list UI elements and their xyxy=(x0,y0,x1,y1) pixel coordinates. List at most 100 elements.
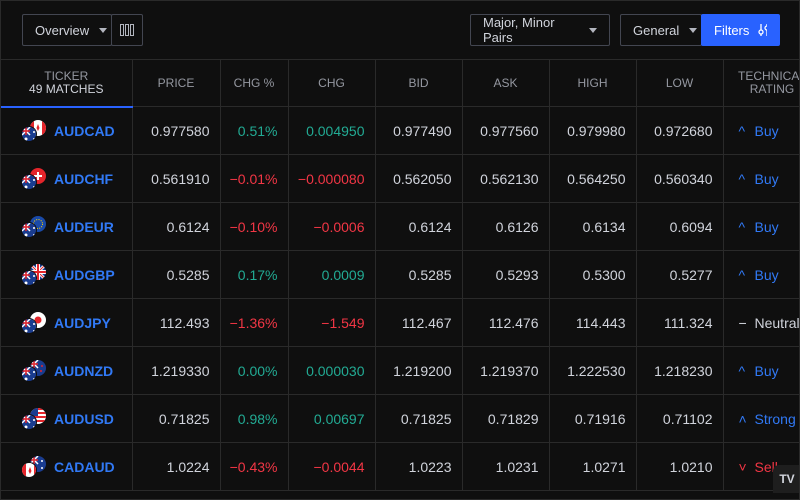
change-percent-cell: 0.17% xyxy=(220,250,289,299)
pairs-select[interactable]: Major, Minor Pairs xyxy=(470,14,610,46)
technical-rating-cell: ^ Buy xyxy=(723,106,799,155)
ticker-symbol-link[interactable]: AUDNZD xyxy=(54,362,114,379)
au-flag-icon xyxy=(21,413,37,430)
column-header-ask[interactable]: ASK xyxy=(462,59,550,107)
ticker-cell[interactable]: AUDCHF xyxy=(1,154,133,203)
screener-toolbar: Overview Major, Minor Pairs General Filt… xyxy=(1,1,799,59)
technical-rating-cell: − Neutral xyxy=(723,298,800,347)
table-row[interactable]: AUDJPY 112.493 −1.36% −1.549 112.467 112.476 1… xyxy=(1,298,800,347)
rating-arrow-icon: ^ xyxy=(738,362,746,379)
ticker-symbol-link[interactable]: CADAUD xyxy=(54,458,115,475)
rating-label: Buy xyxy=(754,362,779,379)
change-percent-cell: −0.01% xyxy=(220,154,289,203)
low-cell: 111.324 xyxy=(636,298,724,347)
technical-rating-cell: ^ Buy xyxy=(723,346,799,395)
ask-cell: 0.977560 xyxy=(462,106,550,155)
change-percent-cell: −1.36% xyxy=(220,298,289,347)
currency-flags-icon xyxy=(21,167,48,190)
bid-cell: 1.0223 xyxy=(375,442,463,491)
price-cell: 0.6124 xyxy=(132,202,221,251)
columns-icon xyxy=(120,24,134,36)
change-percent-cell: 0.98% xyxy=(220,394,289,443)
ticker-symbol-link[interactable]: AUDCAD xyxy=(54,122,115,139)
low-cell: 0.5277 xyxy=(636,250,724,299)
table-row[interactable]: AUDCHF 0.561910 −0.01% −0.000080 0.562050 0.5… xyxy=(1,154,799,203)
price-cell: 0.71825 xyxy=(132,394,221,443)
ticker-cell[interactable]: CADAUD xyxy=(1,442,133,491)
high-cell: 0.71916 xyxy=(549,394,637,443)
bid-cell: 112.467 xyxy=(375,298,463,347)
currency-flags-icon xyxy=(21,263,48,286)
ask-cell: 112.476 xyxy=(462,298,550,347)
change-percent-cell: 0.00% xyxy=(220,346,289,395)
ticker-cell[interactable]: AUDUSD xyxy=(1,394,133,443)
general-select-label: General xyxy=(633,22,680,38)
price-cell: 0.977580 xyxy=(132,106,221,155)
ticker-cell[interactable]: AUDEUR xyxy=(1,202,133,251)
rating-label: Buy xyxy=(754,170,779,187)
chevron-down-icon xyxy=(99,27,108,33)
price-cell: 0.561910 xyxy=(132,154,221,203)
low-cell: 0.6094 xyxy=(636,202,724,251)
bid-cell: 0.6124 xyxy=(375,202,463,251)
rating-label: Strong xyxy=(754,410,796,427)
au-flag-icon xyxy=(21,317,37,334)
ticker-cell[interactable]: AUDCAD xyxy=(1,106,133,155)
rating-arrow-icon: ˄ xyxy=(738,410,747,427)
technical-rating-cell: ^ Buy xyxy=(723,250,799,299)
bid-cell: 0.71825 xyxy=(375,394,463,443)
change-percent-cell: −0.43% xyxy=(220,442,289,491)
tradingview-logo-icon[interactable]: TV xyxy=(773,465,799,493)
ticker-symbol-link[interactable]: AUDGBP xyxy=(54,266,115,283)
column-header-chg[interactable]: CHG xyxy=(288,59,376,107)
filters-button[interactable]: Filters xyxy=(701,14,780,46)
rating-label: Sell xyxy=(754,458,778,475)
column-header-technical-rating[interactable]: TECHNICAL RATING xyxy=(723,59,800,107)
rating-arrow-icon: ^ xyxy=(738,170,746,187)
table-row[interactable]: AUDUSD 0.71825 0.98% 0.00697 0.71825 0.71829 0… xyxy=(1,394,799,443)
ticker-symbol-link[interactable]: AUDUSD xyxy=(54,410,114,427)
ask-cell: 1.0231 xyxy=(462,442,550,491)
ticker-symbol-link[interactable]: AUDCHF xyxy=(54,170,114,187)
column-header-chg-pct[interactable]: CHG % xyxy=(220,59,289,107)
table-row[interactable]: AUDNZD 1.219330 0.00% 0.000030 1.219200 1.219… xyxy=(1,346,799,395)
ask-cell: 0.6126 xyxy=(462,202,550,251)
ticker-cell[interactable]: AUDGBP xyxy=(1,250,133,299)
rating-header-line1: TECHNICAL xyxy=(737,69,800,83)
ask-cell: 0.5293 xyxy=(462,250,550,299)
table-row[interactable]: AUDCAD 0.977580 0.51% 0.004950 0.977490 0.977… xyxy=(1,106,799,155)
rating-header-line2: RATING xyxy=(749,82,795,96)
table-row[interactable]: CADAUD 1.0224 −0.43% −0.0044 1.0223 1.0231 1.0… xyxy=(1,442,799,491)
au-flag-icon xyxy=(21,221,37,238)
technical-rating-cell: ^ Buy xyxy=(723,202,799,251)
change-cell: −0.0006 xyxy=(288,202,376,251)
rating-arrow-icon: ^ xyxy=(738,266,746,283)
table-row[interactable]: AUDGBP 0.5285 0.17% 0.0009 0.5285 0.5293 0.530… xyxy=(1,250,799,299)
column-header-high[interactable]: HIGH xyxy=(549,59,637,107)
ticker-symbol-link[interactable]: AUDEUR xyxy=(54,218,114,235)
ticker-symbol-link[interactable]: AUDJPY xyxy=(54,314,111,331)
low-cell: 1.0210 xyxy=(636,442,724,491)
au-flag-icon xyxy=(21,125,37,142)
view-select[interactable]: Overview xyxy=(22,14,112,46)
ticker-cell[interactable]: AUDJPY xyxy=(1,298,133,347)
price-cell: 1.219330 xyxy=(132,346,221,395)
change-cell: −0.000080 xyxy=(288,154,376,203)
screener-table: TICKER 49 MATCHES PRICE CHG % CHG BID AS… xyxy=(1,59,800,491)
ticker-cell[interactable]: AUDNZD xyxy=(1,346,133,395)
change-cell: 0.000030 xyxy=(288,346,376,395)
change-cell: −1.549 xyxy=(288,298,376,347)
rating-label: Neutral xyxy=(754,314,800,331)
ask-cell: 0.71829 xyxy=(462,394,550,443)
match-count: 49 MATCHES xyxy=(29,81,104,96)
price-cell: 1.0224 xyxy=(132,442,221,491)
column-setup-button[interactable] xyxy=(111,14,143,46)
table-row[interactable]: AUDEUR 0.6124 −0.10% −0.0006 0.6124 0.6126 0.6… xyxy=(1,202,799,251)
column-header-low[interactable]: LOW xyxy=(636,59,724,107)
column-header-ticker[interactable]: TICKER 49 MATCHES xyxy=(1,59,133,108)
column-header-bid[interactable]: BID xyxy=(375,59,463,107)
chevron-down-icon xyxy=(589,27,597,33)
change-cell: −0.0044 xyxy=(288,442,376,491)
general-select[interactable]: General xyxy=(620,14,702,46)
column-header-price[interactable]: PRICE xyxy=(132,59,221,107)
